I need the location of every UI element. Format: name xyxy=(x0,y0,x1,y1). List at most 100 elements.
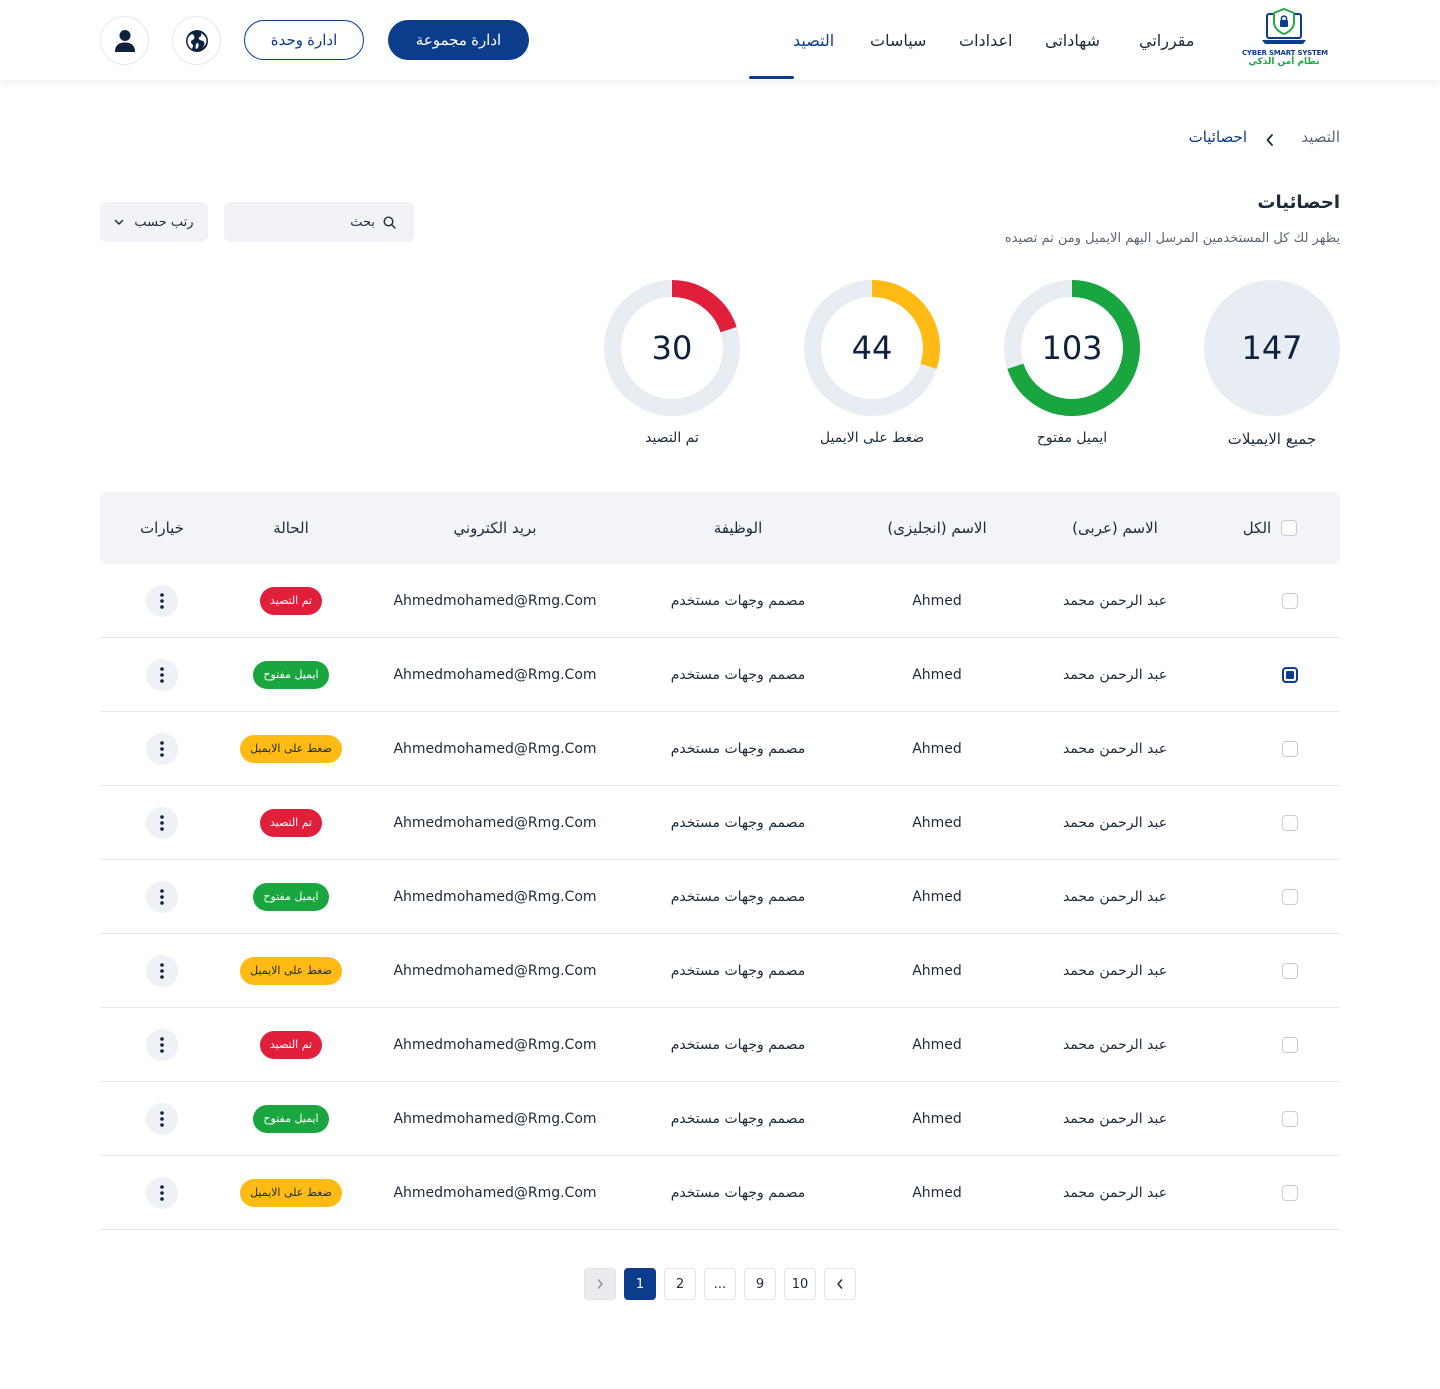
row-checkbox[interactable] xyxy=(1282,1036,1298,1053)
sort-dropdown[interactable]: رتب حسب xyxy=(100,202,208,242)
pagination-page-active[interactable]: 1 xyxy=(624,1268,656,1300)
row-select[interactable] xyxy=(1240,786,1340,859)
status-badge: ضغط على الايميل xyxy=(240,1178,342,1207)
row-select[interactable] xyxy=(1240,638,1340,711)
stat-clicked: 44 ضغط على الايميل xyxy=(804,280,940,446)
status-badge: ضغط على الايميل xyxy=(240,956,342,985)
row-options-button[interactable] xyxy=(146,1028,178,1061)
stat-ring-progress xyxy=(1004,280,1140,416)
cell-name-ar: عبد الرحمن محمد xyxy=(1062,740,1168,757)
manage-group-button[interactable]: ادارة مجموعة xyxy=(388,20,529,60)
row-select[interactable] xyxy=(1240,712,1340,785)
row-options-button[interactable] xyxy=(146,1176,178,1209)
row-checkbox[interactable] xyxy=(1282,740,1298,757)
cell-name-ar: عبد الرحمن محمد xyxy=(1062,888,1168,905)
row-checkbox[interactable] xyxy=(1282,1110,1298,1127)
chevron-left-icon xyxy=(1266,134,1273,146)
cell-name-en: Ahmed xyxy=(912,962,962,979)
row-checkbox[interactable] xyxy=(1282,888,1298,905)
nav-item-settings[interactable]: اعدادات xyxy=(959,30,1013,50)
pagination-page[interactable]: 9 xyxy=(744,1268,776,1300)
row-checkbox[interactable] xyxy=(1282,962,1298,979)
cell-name-ar: عبد الرحمن محمد xyxy=(1062,592,1168,609)
pagination-next-button[interactable] xyxy=(824,1268,856,1300)
row-checkbox[interactable] xyxy=(1282,592,1298,609)
table-header: الكل الاسم (عربى) الاسم (انجليزى) الوظيف… xyxy=(100,492,1340,564)
logo[interactable]: CYBER SMART SYSTEM نظام أمن الذكي xyxy=(1242,6,1328,74)
row-checkbox[interactable] xyxy=(1282,814,1298,831)
row-options-button[interactable] xyxy=(146,1102,178,1135)
chevron-left-icon xyxy=(597,1279,603,1289)
cell-name-en: Ahmed xyxy=(912,740,962,757)
pagination-prev-button[interactable] xyxy=(584,1268,616,1300)
row-options-button[interactable] xyxy=(146,584,178,617)
row-checkbox[interactable] xyxy=(1282,666,1298,683)
laptop-shield-logo-icon xyxy=(1262,7,1306,44)
row-options-button[interactable] xyxy=(146,880,178,913)
status-badge: ايميل مفتوح xyxy=(253,660,329,689)
header-name-en[interactable]: الاسم (انجليزى) xyxy=(887,519,987,537)
search-input[interactable] xyxy=(255,214,375,230)
more-vertical-icon xyxy=(160,814,164,831)
pagination-page[interactable]: 2 xyxy=(664,1268,696,1300)
manage-unit-button[interactable]: ادارة وحدة xyxy=(244,20,364,60)
cell-status: ضغط على الايميل xyxy=(240,1156,342,1229)
stat-label: جميع الايميلات xyxy=(1227,430,1317,448)
cell-email: Ahmedmohamed@Rmg.Com xyxy=(393,666,597,683)
cell-name-ar: عبد الرحمن محمد xyxy=(1062,962,1168,979)
cell-name-en: Ahmed xyxy=(912,888,962,905)
row-options-button[interactable] xyxy=(146,806,178,839)
header-select-all[interactable]: الكل xyxy=(1220,492,1320,564)
cell-email: Ahmedmohamed@Rmg.Com xyxy=(393,888,597,905)
stat-value: 30 xyxy=(651,329,693,367)
header-email[interactable]: بريد الكتروني xyxy=(453,519,537,537)
cell-name-en: Ahmed xyxy=(912,666,962,683)
cell-email: Ahmedmohamed@Rmg.Com xyxy=(393,962,597,979)
globe-icon xyxy=(185,29,208,52)
header-name-ar[interactable]: الاسم (عربى) xyxy=(1072,519,1158,537)
row-options-button[interactable] xyxy=(146,954,178,987)
cell-options xyxy=(112,712,212,785)
cell-email: Ahmedmohamed@Rmg.Com xyxy=(393,1036,597,1053)
row-select[interactable] xyxy=(1240,1156,1340,1229)
table-row: عبد الرحمن محمد Ahmed مصمم وجهات مستخدم Ahm… xyxy=(100,860,1340,934)
row-select[interactable] xyxy=(1240,934,1340,1007)
cell-email: Ahmedmohamed@Rmg.Com xyxy=(393,1110,597,1127)
cell-email: Ahmedmohamed@Rmg.Com xyxy=(393,1184,597,1201)
nav-active-indicator xyxy=(749,76,794,79)
row-select[interactable] xyxy=(1240,564,1340,637)
page-title: احصائيات xyxy=(1257,192,1340,213)
status-badge: تم التصيد xyxy=(259,1030,323,1059)
select-all-checkbox[interactable] xyxy=(1281,520,1298,536)
cell-job: مصمم وجهات مستخدم xyxy=(670,814,806,831)
stat-ring-progress xyxy=(604,280,740,416)
row-checkbox[interactable] xyxy=(1282,1184,1298,1201)
row-select[interactable] xyxy=(1240,1082,1340,1155)
cell-status: تم التصيد xyxy=(241,564,341,637)
pagination-page[interactable]: 10 xyxy=(784,1268,816,1300)
stat-label: ضغط على الايميل xyxy=(819,430,925,446)
row-select[interactable] xyxy=(1240,1008,1340,1081)
row-options-button[interactable] xyxy=(146,658,178,691)
row-options-button[interactable] xyxy=(146,732,178,765)
language-button[interactable] xyxy=(172,16,221,65)
cell-job: مصمم وجهات مستخدم xyxy=(670,740,806,757)
cell-status: ايميل مفتوح xyxy=(241,638,341,711)
header-status[interactable]: الحالة xyxy=(273,519,309,537)
profile-button[interactable] xyxy=(100,16,149,65)
cell-email: Ahmedmohamed@Rmg.Com xyxy=(393,592,597,609)
search-box[interactable] xyxy=(224,202,414,242)
row-select[interactable] xyxy=(1240,860,1340,933)
cell-job: مصمم وجهات مستخدم xyxy=(670,1184,806,1201)
nav-item-courses[interactable]: مقرراتي xyxy=(1139,30,1195,50)
nav-item-phishing[interactable]: التصيد xyxy=(793,30,835,50)
nav-item-policies[interactable]: سياسات xyxy=(870,30,927,50)
nav-item-certificates[interactable]: شهاداتى xyxy=(1045,30,1101,50)
cell-job: مصمم وجهات مستخدم xyxy=(670,666,806,683)
pagination-ellipsis: ... xyxy=(704,1268,736,1300)
cell-options xyxy=(112,934,212,1007)
cell-job: مصمم وجهات مستخدم xyxy=(670,888,806,905)
header-job[interactable]: الوظيفة xyxy=(713,519,763,537)
breadcrumb-current: احصائيات xyxy=(1188,128,1247,146)
breadcrumb-root[interactable]: التصيد xyxy=(1301,128,1340,146)
